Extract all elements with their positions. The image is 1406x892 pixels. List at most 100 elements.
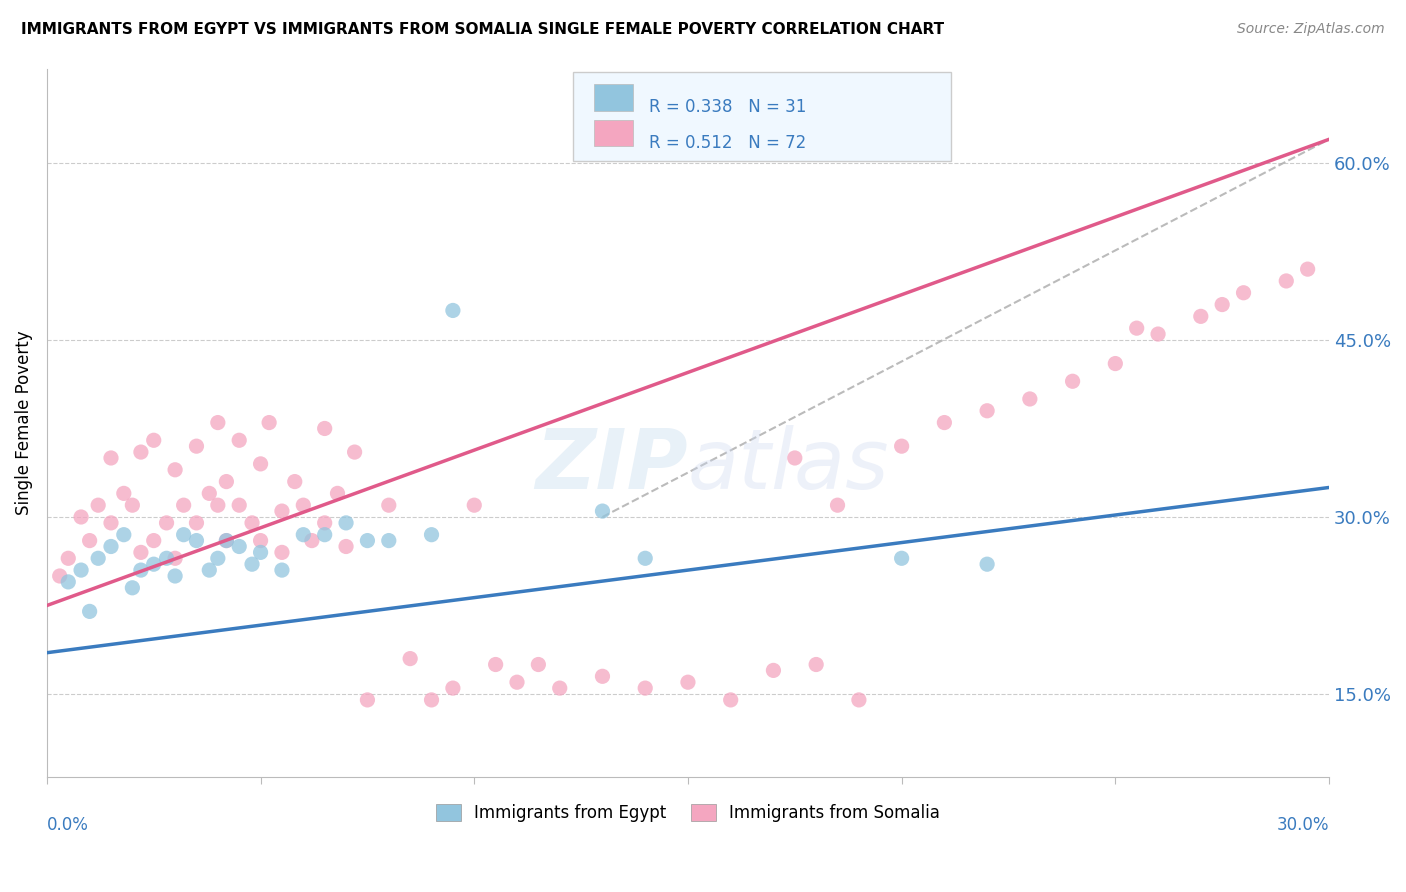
Point — [48, 569, 70, 583]
Point — [1232, 285, 1254, 300]
FancyBboxPatch shape — [572, 72, 950, 161]
Point — [228, 540, 250, 554]
Text: R = 0.338   N = 31: R = 0.338 N = 31 — [650, 97, 807, 116]
Point — [142, 533, 165, 548]
Legend: Immigrants from Egypt, Immigrants from Somalia: Immigrants from Egypt, Immigrants from S… — [429, 797, 948, 829]
Point — [129, 545, 152, 559]
Point — [121, 498, 143, 512]
Point — [198, 563, 221, 577]
Point — [314, 527, 336, 541]
Point — [934, 416, 956, 430]
Point — [70, 563, 93, 577]
Point — [198, 486, 221, 500]
Point — [186, 533, 208, 548]
Point — [976, 558, 998, 572]
Point — [485, 657, 508, 672]
Point — [100, 540, 122, 554]
Point — [890, 439, 912, 453]
Point — [112, 527, 135, 541]
Point — [173, 527, 195, 541]
Text: 30.0%: 30.0% — [1277, 815, 1329, 833]
Point — [827, 498, 849, 512]
Point — [420, 527, 443, 541]
Point — [165, 551, 187, 566]
Y-axis label: Single Female Poverty: Single Female Poverty — [15, 330, 32, 515]
Point — [548, 681, 571, 695]
Point — [634, 551, 657, 566]
Point — [783, 450, 806, 465]
Point — [343, 445, 366, 459]
Point — [301, 533, 323, 548]
Point — [100, 516, 122, 530]
Text: atlas: atlas — [688, 425, 890, 506]
Point — [1296, 262, 1319, 277]
Point — [592, 669, 614, 683]
Point — [100, 450, 122, 465]
Point — [240, 516, 263, 530]
Point — [890, 551, 912, 566]
Point — [463, 498, 485, 512]
Point — [271, 504, 294, 518]
Point — [186, 439, 208, 453]
Text: ZIP: ZIP — [536, 425, 688, 506]
Text: 0.0%: 0.0% — [46, 815, 89, 833]
Point — [240, 558, 263, 572]
Point — [676, 675, 699, 690]
Point — [399, 651, 422, 665]
Point — [420, 693, 443, 707]
Point — [257, 416, 280, 430]
Point — [1147, 327, 1170, 342]
Point — [292, 527, 315, 541]
Point — [441, 303, 464, 318]
Point — [292, 498, 315, 512]
Text: Source: ZipAtlas.com: Source: ZipAtlas.com — [1237, 22, 1385, 37]
Point — [314, 516, 336, 530]
Point — [1125, 321, 1147, 335]
Point — [271, 545, 294, 559]
Point — [129, 445, 152, 459]
Point — [356, 693, 378, 707]
Point — [155, 516, 177, 530]
Point — [634, 681, 657, 695]
Point — [314, 421, 336, 435]
FancyBboxPatch shape — [595, 120, 633, 146]
Text: R = 0.512   N = 72: R = 0.512 N = 72 — [650, 134, 807, 152]
Point — [207, 551, 229, 566]
Text: IMMIGRANTS FROM EGYPT VS IMMIGRANTS FROM SOMALIA SINGLE FEMALE POVERTY CORRELATI: IMMIGRANTS FROM EGYPT VS IMMIGRANTS FROM… — [21, 22, 945, 37]
Point — [1275, 274, 1298, 288]
Point — [129, 563, 152, 577]
Point — [527, 657, 550, 672]
Point — [249, 457, 271, 471]
Point — [249, 545, 271, 559]
Point — [215, 475, 238, 489]
Point — [70, 510, 93, 524]
Point — [207, 416, 229, 430]
Point — [326, 486, 349, 500]
Point — [155, 551, 177, 566]
Point — [215, 533, 238, 548]
Point — [228, 498, 250, 512]
Point — [79, 604, 101, 618]
Point — [284, 475, 307, 489]
Point — [1189, 310, 1212, 324]
Point — [1062, 374, 1084, 388]
Point — [1104, 357, 1126, 371]
Point — [848, 693, 870, 707]
Point — [1211, 297, 1233, 311]
Point — [804, 657, 827, 672]
Point — [378, 498, 401, 512]
Point — [112, 486, 135, 500]
Point — [142, 558, 165, 572]
Point — [249, 533, 271, 548]
Point — [335, 516, 357, 530]
Point — [335, 540, 357, 554]
Point — [356, 533, 378, 548]
Point — [592, 504, 614, 518]
Point — [87, 498, 110, 512]
Point — [173, 498, 195, 512]
Point — [207, 498, 229, 512]
Point — [58, 574, 80, 589]
Point — [215, 533, 238, 548]
Point — [1018, 392, 1040, 406]
Point — [165, 463, 187, 477]
